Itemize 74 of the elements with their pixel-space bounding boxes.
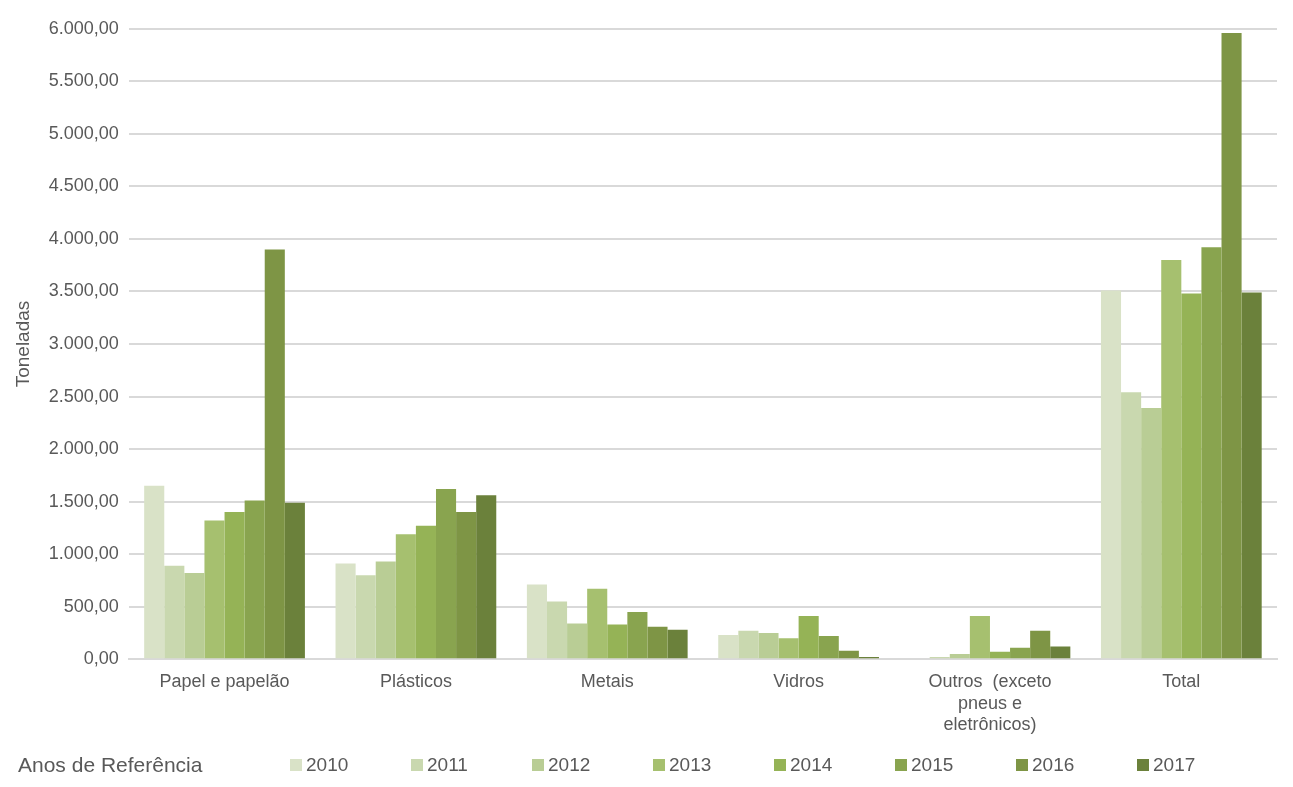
bar — [1181, 293, 1202, 659]
y-tick-label: 5.500,00 — [48, 70, 119, 91]
bar — [1121, 392, 1142, 659]
x-tick-label: Papel e papelão — [159, 670, 290, 691]
x-tick-label: Outros (exceto pneus e eletrônicos) — [928, 670, 1052, 735]
x-tick-label: Vidros — [773, 670, 824, 691]
bar — [335, 563, 356, 659]
bar — [627, 611, 648, 659]
legend-label: 2017 — [1152, 754, 1197, 776]
bar — [738, 630, 759, 659]
bar — [355, 575, 376, 659]
bar — [1050, 646, 1071, 659]
bar — [546, 601, 568, 659]
y-axis-title: Toneladas — [11, 300, 33, 388]
bar — [264, 249, 285, 659]
bar — [667, 629, 688, 659]
bar — [647, 626, 668, 659]
y-tick-label: 3.000,00 — [48, 332, 119, 353]
legend-label: 2011 — [426, 754, 469, 776]
legend-label: 2014 — [789, 754, 834, 776]
bar — [969, 616, 990, 659]
bar — [476, 495, 497, 659]
bar — [718, 635, 739, 659]
bar — [1161, 259, 1182, 659]
x-tick-label: Plásticos — [379, 670, 452, 691]
bar — [607, 624, 628, 659]
bar — [587, 588, 608, 659]
x-tick-label: Total — [1162, 670, 1201, 691]
y-tick-label: 1.000,00 — [48, 543, 119, 564]
legend-title: Anos de Referência — [18, 753, 203, 777]
y-tick-label: 6.000,00 — [48, 17, 119, 38]
bar — [395, 534, 416, 659]
bar — [456, 512, 477, 659]
bar — [818, 636, 839, 659]
bar — [1100, 290, 1122, 659]
bar — [244, 500, 265, 659]
bar — [435, 488, 457, 659]
bar — [1221, 33, 1242, 659]
bar — [284, 502, 305, 659]
y-tick-label: 500,00 — [63, 595, 119, 616]
bar — [1241, 292, 1262, 659]
legend-label: 2016 — [1031, 754, 1076, 776]
bar — [798, 616, 819, 659]
bar — [375, 561, 396, 659]
bar — [758, 632, 779, 659]
bar — [838, 650, 859, 659]
y-tick-label: 4.000,00 — [48, 227, 119, 248]
bar — [1141, 408, 1162, 659]
y-tick-label: 4.500,00 — [48, 175, 119, 196]
y-tick-label: 2.500,00 — [48, 385, 119, 406]
y-tick-label: 2.000,00 — [48, 438, 119, 459]
bar — [778, 638, 799, 659]
bar — [526, 584, 547, 659]
bar — [164, 565, 185, 659]
y-tick-label: 0,00 — [83, 648, 119, 669]
x-tick-label: Metais — [580, 670, 634, 691]
bar — [567, 623, 588, 659]
bar — [949, 653, 970, 659]
bar — [989, 651, 1011, 659]
bar — [1010, 647, 1031, 659]
legend-label: 2015 — [910, 754, 955, 776]
legend-label: 2010 — [305, 754, 350, 776]
legend-label: 2013 — [668, 754, 713, 776]
bar — [144, 485, 165, 659]
bar — [1030, 630, 1051, 659]
bar — [184, 573, 205, 659]
y-tick-label: 3.500,00 — [48, 280, 119, 301]
bar — [415, 525, 436, 659]
legend-label: 2012 — [547, 754, 592, 776]
bar — [224, 512, 245, 659]
bar — [1201, 247, 1222, 659]
bar — [204, 520, 225, 659]
y-tick-label: 1.500,00 — [48, 490, 119, 511]
y-tick-label: 5.000,00 — [48, 122, 119, 143]
